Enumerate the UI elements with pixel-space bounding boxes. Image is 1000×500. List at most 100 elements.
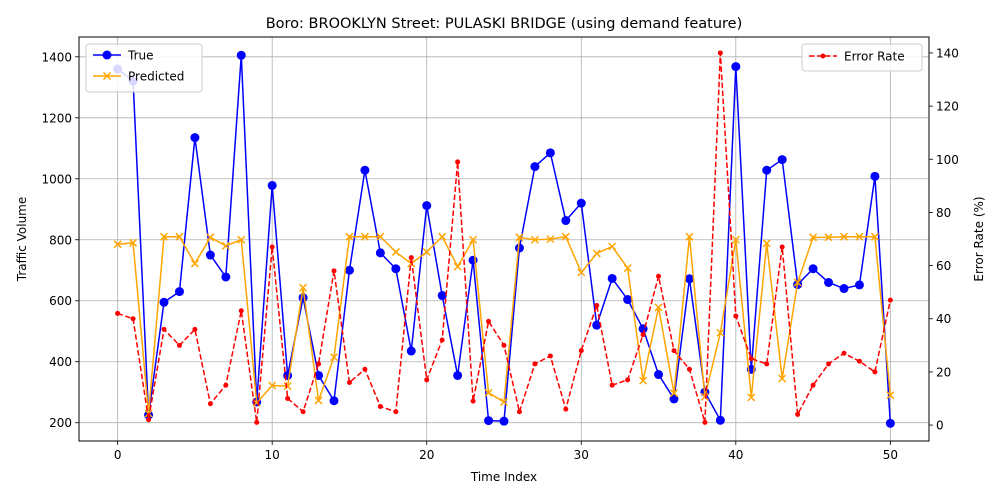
data-point-true: [731, 62, 741, 72]
data-point-error-rate: [176, 342, 182, 348]
data-point-predicted: [716, 328, 725, 337]
data-point-predicted: [268, 381, 277, 390]
data-point-true: [654, 370, 664, 380]
data-point-error-rate: [300, 409, 306, 415]
y2-tick-label: 60: [936, 259, 951, 273]
data-point-error-rate: [887, 297, 893, 303]
data-point-error-rate: [717, 50, 723, 56]
data-point-error-rate: [207, 401, 213, 407]
data-point-true: [329, 396, 339, 406]
data-point-error-rate: [532, 361, 538, 367]
data-point-true: [159, 297, 169, 307]
data-point-error-rate: [254, 419, 260, 425]
data-point-error-rate: [872, 369, 878, 375]
y-tick-label: 1200: [41, 111, 72, 125]
y2-tick-label: 20: [936, 365, 951, 379]
data-point-predicted: [469, 235, 478, 244]
data-point-true: [174, 287, 184, 297]
data-point-true: [715, 415, 725, 425]
y2-tick-label: 140: [936, 46, 959, 60]
data-point-true: [453, 370, 463, 380]
data-point-true: [391, 264, 401, 274]
data-point-error-rate: [841, 350, 847, 356]
legend-predicted-marker: [102, 71, 112, 81]
x-tick-label: 30: [574, 448, 589, 462]
y2-tick-label: 120: [936, 100, 959, 114]
data-point-predicted: [855, 232, 864, 241]
data-point-true: [236, 50, 246, 60]
x-tick-label: 0: [114, 448, 122, 462]
data-point-error-rate: [408, 255, 414, 261]
data-point-predicted: [592, 249, 601, 258]
legend-left: True Predicted: [85, 43, 203, 93]
data-point-true: [484, 416, 494, 426]
data-point-error-rate: [486, 318, 492, 324]
data-point-predicted: [654, 303, 663, 312]
data-point-predicted: [453, 262, 462, 271]
y-tick-label: 1400: [41, 50, 72, 64]
y2-tick-label: 0: [936, 419, 944, 433]
data-point-error-rate: [764, 361, 770, 367]
data-point-predicted: [515, 233, 524, 242]
data-point-true: [808, 264, 818, 274]
data-point-predicted: [299, 283, 308, 292]
data-point-error-rate: [223, 382, 229, 388]
data-point-predicted: [237, 235, 246, 244]
x-tick-label: 10: [265, 448, 280, 462]
data-point-true: [824, 277, 834, 287]
y-tick-label: 600: [49, 294, 72, 308]
legend-error-label: Error Rate: [844, 50, 905, 64]
data-point-predicted: [129, 238, 138, 247]
series-layer: [113, 50, 895, 428]
data-point-predicted: [778, 374, 787, 383]
y-tick-label: 1000: [41, 172, 72, 186]
data-point-true: [406, 346, 416, 356]
y-axis-title: Traffic Volume: [15, 197, 29, 283]
data-point-error-rate: [779, 244, 785, 250]
data-point-error-rate: [547, 353, 553, 359]
data-point-predicted: [530, 235, 539, 244]
data-point-true: [375, 248, 385, 258]
data-point-true: [885, 418, 895, 428]
data-point-error-rate: [810, 382, 816, 388]
data-point-error-rate: [625, 377, 631, 383]
data-point-error-rate: [856, 358, 862, 364]
data-point-predicted: [159, 232, 169, 241]
data-point-true: [499, 416, 509, 426]
x-tick-label: 20: [419, 448, 434, 462]
data-point-error-rate: [594, 302, 600, 308]
data-point-error-rate: [316, 361, 322, 367]
data-point-true: [298, 293, 308, 303]
y2-tick-label: 100: [936, 153, 959, 167]
data-point-predicted: [484, 388, 493, 397]
legend-right: Error Rate: [801, 43, 923, 72]
legend-left-box: [85, 43, 203, 93]
data-point-error-rate: [346, 380, 352, 386]
data-point-true: [422, 201, 432, 211]
data-point-true: [205, 250, 215, 260]
data-point-error-rate: [609, 382, 615, 388]
data-point-error-rate: [671, 348, 677, 354]
data-point-predicted: [685, 232, 694, 241]
data-point-error-rate: [238, 308, 244, 314]
data-point-error-rate: [331, 268, 337, 274]
data-point-true: [854, 280, 864, 290]
ticks: 0 10 20 30 40 50 200 400 600 800 1000 1200 1400 0 20 40…: [41, 46, 958, 462]
data-point-true: [283, 370, 293, 380]
y-tick-label: 800: [49, 233, 72, 247]
data-point-true: [839, 284, 849, 294]
data-point-true: [221, 272, 231, 282]
data-point-error-rate: [161, 326, 167, 332]
chart-title: Boro: BROOKLYN Street: PULASKI BRIDGE (u…: [266, 16, 743, 32]
data-point-true: [344, 265, 354, 275]
data-point-error-rate: [516, 409, 522, 415]
data-point-predicted: [113, 240, 122, 249]
data-point-predicted: [608, 242, 617, 251]
data-point-predicted: [577, 268, 586, 277]
data-point-true: [762, 165, 772, 175]
data-point-predicted: [144, 409, 153, 418]
data-point-true: [468, 255, 478, 265]
data-point-true: [360, 165, 370, 175]
data-point-true: [437, 291, 447, 301]
